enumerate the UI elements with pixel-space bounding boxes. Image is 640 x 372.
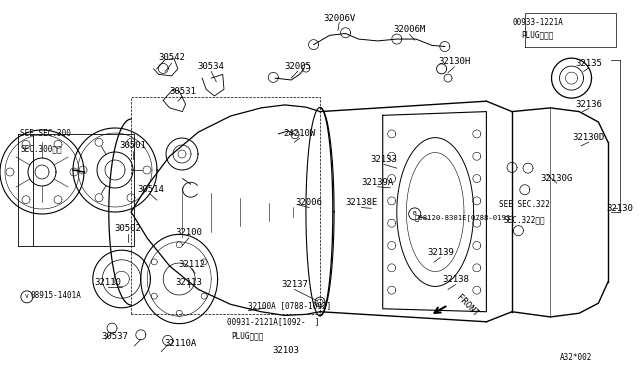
Text: 30534: 30534: [198, 62, 225, 71]
Text: 32006: 32006: [296, 198, 323, 207]
Text: 30537: 30537: [102, 332, 129, 341]
Text: 32005: 32005: [284, 62, 311, 71]
Text: 32110A: 32110A: [164, 339, 196, 348]
Text: 32139: 32139: [427, 248, 454, 257]
Text: 32130G: 32130G: [541, 174, 573, 183]
Text: FRONT: FRONT: [454, 293, 480, 318]
Text: 32130H: 32130H: [438, 57, 470, 66]
Text: 30502: 30502: [115, 224, 141, 233]
Text: 32139A: 32139A: [362, 178, 394, 187]
Text: 32138E: 32138E: [346, 198, 378, 207]
Text: 00933-1221A: 00933-1221A: [512, 18, 563, 27]
Text: A32*002: A32*002: [560, 353, 592, 362]
Text: SEC.300参照: SEC.300参照: [20, 144, 62, 153]
Text: 08915-1401A: 08915-1401A: [31, 291, 81, 300]
Text: 32110: 32110: [94, 278, 121, 287]
Text: 32136: 32136: [575, 100, 602, 109]
Text: SEE SEC.300: SEE SEC.300: [20, 129, 71, 138]
Text: SEE SEC.322: SEE SEC.322: [499, 200, 550, 209]
Text: 32135: 32135: [575, 59, 602, 68]
Text: 24210W: 24210W: [284, 129, 316, 138]
Text: 32100A [0788-1092]: 32100A [0788-1092]: [248, 301, 332, 310]
Text: 32103: 32103: [273, 346, 300, 355]
Text: 32006V: 32006V: [323, 14, 355, 23]
Text: 30501: 30501: [120, 141, 147, 150]
Text: SEC.322参照: SEC.322参照: [504, 215, 546, 224]
Text: 32113: 32113: [175, 278, 202, 287]
Text: PLUGブラグ: PLUGブラグ: [232, 331, 264, 340]
Text: B: B: [413, 211, 417, 217]
Text: 32138: 32138: [442, 275, 469, 284]
Text: 32133: 32133: [371, 155, 397, 164]
Text: 30514: 30514: [137, 185, 164, 194]
Text: 32130D: 32130D: [573, 133, 605, 142]
Text: 32137: 32137: [281, 280, 308, 289]
Text: 30542: 30542: [158, 53, 185, 62]
Text: 30531: 30531: [169, 87, 196, 96]
Text: 32100: 32100: [175, 228, 202, 237]
Text: 32006M: 32006M: [394, 25, 426, 34]
Text: V: V: [25, 294, 29, 299]
Text: 32130: 32130: [606, 204, 633, 213]
Text: PLUGプラグ: PLUGプラグ: [522, 31, 554, 40]
Text: 32112: 32112: [179, 260, 205, 269]
Text: Ⓑ08120-8301E[0788-0193]: Ⓑ08120-8301E[0788-0193]: [415, 214, 515, 221]
Text: 00931-2121A[1092-  ]: 00931-2121A[1092- ]: [227, 317, 320, 326]
